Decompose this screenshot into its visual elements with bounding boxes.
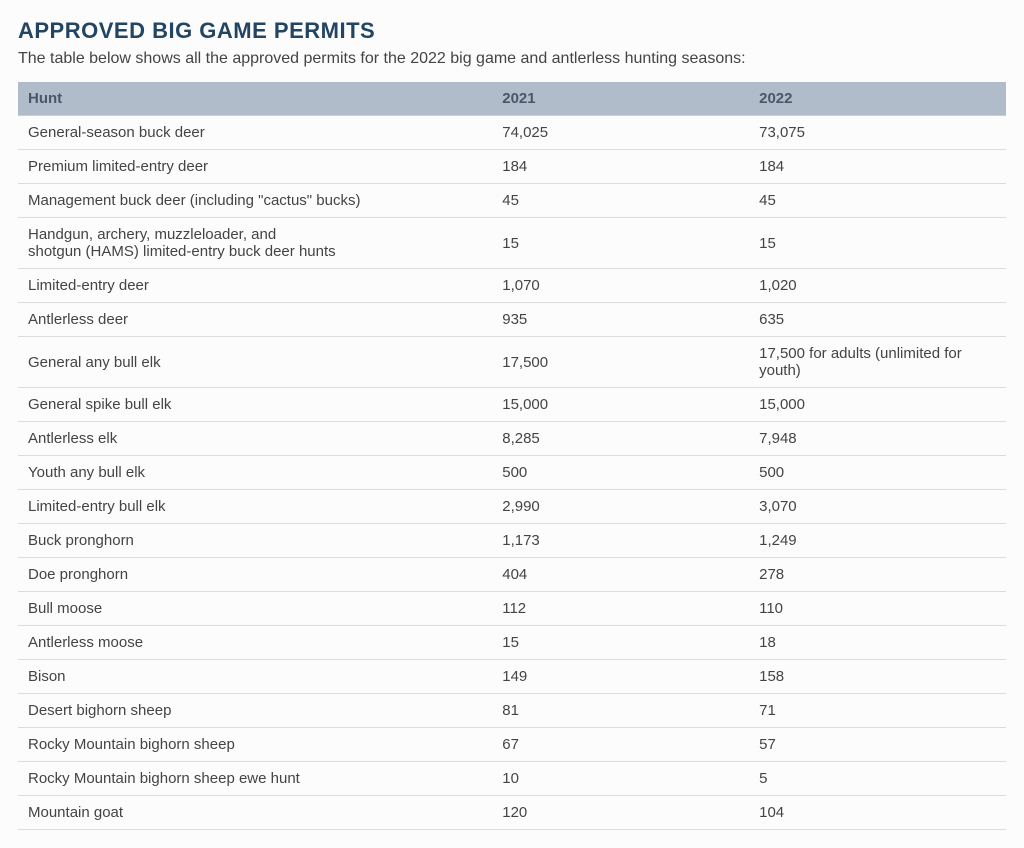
page-subtitle: The table below shows all the approved p…	[18, 50, 1006, 68]
cell-2022: 104	[749, 796, 1006, 830]
permits-table: Hunt 2021 2022 General-season buck deer7…	[18, 82, 1006, 830]
cell-2021: 45	[492, 184, 749, 218]
table-row: Limited-entry deer1,0701,020	[18, 269, 1006, 303]
cell-hunt: Rocky Mountain bighorn sheep	[18, 728, 492, 762]
table-row: Rocky Mountain bighorn sheep ewe hunt105	[18, 762, 1006, 796]
table-row: Rocky Mountain bighorn sheep6757	[18, 728, 1006, 762]
cell-2021: 149	[492, 660, 749, 694]
cell-2021: 81	[492, 694, 749, 728]
cell-2021: 184	[492, 150, 749, 184]
cell-hunt: Antlerless moose	[18, 626, 492, 660]
cell-hunt: Handgun, archery, muzzleloader, andshotg…	[18, 218, 492, 269]
cell-hunt: Limited-entry deer	[18, 269, 492, 303]
table-row: Antlerless deer935635	[18, 303, 1006, 337]
cell-2022: 1,249	[749, 524, 1006, 558]
table-row: Handgun, archery, muzzleloader, andshotg…	[18, 218, 1006, 269]
cell-2022: 500	[749, 456, 1006, 490]
table-row: General-season buck deer74,02573,075	[18, 116, 1006, 150]
cell-2022: 278	[749, 558, 1006, 592]
cell-2021: 112	[492, 592, 749, 626]
cell-hunt: Management buck deer (including "cactus"…	[18, 184, 492, 218]
cell-2022: 15	[749, 218, 1006, 269]
cell-hunt: Doe pronghorn	[18, 558, 492, 592]
cell-2021: 404	[492, 558, 749, 592]
table-row: Buck pronghorn1,1731,249	[18, 524, 1006, 558]
cell-hunt: Buck pronghorn	[18, 524, 492, 558]
cell-2021: 500	[492, 456, 749, 490]
cell-2021: 120	[492, 796, 749, 830]
cell-2022: 18	[749, 626, 1006, 660]
cell-2022: 1,020	[749, 269, 1006, 303]
page-title: APPROVED BIG GAME PERMITS	[18, 18, 1006, 44]
cell-2022: 635	[749, 303, 1006, 337]
table-row: Premium limited-entry deer184184	[18, 150, 1006, 184]
cell-hunt: Antlerless elk	[18, 422, 492, 456]
cell-hunt: Bull moose	[18, 592, 492, 626]
cell-2022: 45	[749, 184, 1006, 218]
table-row: Bull moose112110	[18, 592, 1006, 626]
cell-hunt: Mountain goat	[18, 796, 492, 830]
table-row: Antlerless moose1518	[18, 626, 1006, 660]
cell-hunt: Rocky Mountain bighorn sheep ewe hunt	[18, 762, 492, 796]
cell-2021: 2,990	[492, 490, 749, 524]
cell-2022: 71	[749, 694, 1006, 728]
cell-2022: 57	[749, 728, 1006, 762]
cell-2022: 5	[749, 762, 1006, 796]
table-row: Doe pronghorn404278	[18, 558, 1006, 592]
cell-2021: 17,500	[492, 337, 749, 388]
cell-2021: 10	[492, 762, 749, 796]
table-row: Youth any bull elk500500	[18, 456, 1006, 490]
cell-2022: 110	[749, 592, 1006, 626]
cell-2021: 15	[492, 626, 749, 660]
cell-2021: 74,025	[492, 116, 749, 150]
table-row: General spike bull elk15,00015,000	[18, 388, 1006, 422]
cell-hunt: Premium limited-entry deer	[18, 150, 492, 184]
table-row: General any bull elk17,50017,500 for adu…	[18, 337, 1006, 388]
table-row: Antlerless elk8,2857,948	[18, 422, 1006, 456]
col-header-hunt: Hunt	[18, 82, 492, 116]
cell-2022: 158	[749, 660, 1006, 694]
cell-2022: 3,070	[749, 490, 1006, 524]
permits-table-body: General-season buck deer74,02573,075Prem…	[18, 116, 1006, 830]
col-header-2021: 2021	[492, 82, 749, 116]
table-row: Limited-entry bull elk2,9903,070	[18, 490, 1006, 524]
cell-hunt: General spike bull elk	[18, 388, 492, 422]
cell-hunt: Desert bighorn sheep	[18, 694, 492, 728]
cell-hunt: Limited-entry bull elk	[18, 490, 492, 524]
cell-hunt: Bison	[18, 660, 492, 694]
cell-2021: 1,070	[492, 269, 749, 303]
cell-2022: 7,948	[749, 422, 1006, 456]
cell-2021: 67	[492, 728, 749, 762]
cell-hunt: General any bull elk	[18, 337, 492, 388]
cell-2022: 184	[749, 150, 1006, 184]
cell-2021: 935	[492, 303, 749, 337]
cell-2021: 15	[492, 218, 749, 269]
cell-hunt: Antlerless deer	[18, 303, 492, 337]
cell-2021: 15,000	[492, 388, 749, 422]
cell-2022: 73,075	[749, 116, 1006, 150]
cell-hunt: Youth any bull elk	[18, 456, 492, 490]
table-row: Mountain goat120104	[18, 796, 1006, 830]
cell-2022: 15,000	[749, 388, 1006, 422]
cell-hunt: General-season buck deer	[18, 116, 492, 150]
cell-2022: 17,500 for adults (unlimited for youth)	[749, 337, 1006, 388]
table-row: Desert bighorn sheep8171	[18, 694, 1006, 728]
cell-2021: 1,173	[492, 524, 749, 558]
col-header-2022: 2022	[749, 82, 1006, 116]
table-header-row: Hunt 2021 2022	[18, 82, 1006, 116]
table-row: Management buck deer (including "cactus"…	[18, 184, 1006, 218]
table-row: Bison149158	[18, 660, 1006, 694]
cell-2021: 8,285	[492, 422, 749, 456]
